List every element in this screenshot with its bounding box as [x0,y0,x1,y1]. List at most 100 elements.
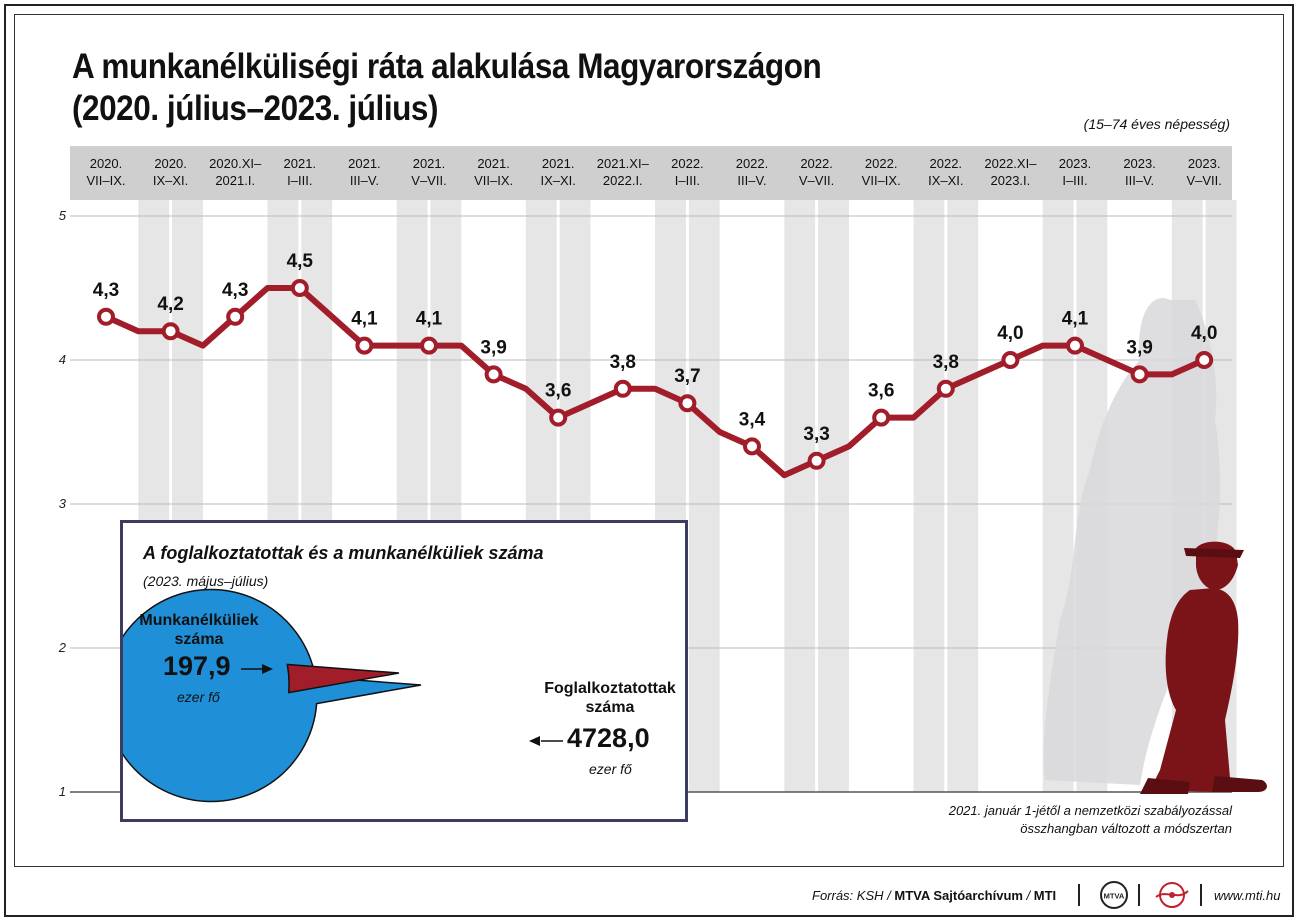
x-tick-label-line-1: 2022. [671,156,704,171]
employed-label-line-1: Foglalkoztatottak [544,680,676,697]
x-tick-label-line-2: I–III. [1062,173,1087,188]
data-point [1001,351,1020,369]
pie-chart [123,588,563,803]
unemployed-value: 197,9 [163,651,231,681]
footer-divider [1138,884,1140,906]
data-point [613,379,632,398]
series-line [103,285,1208,479]
x-tick-label: 2021. I–III. [284,156,317,188]
data-point [290,279,309,297]
data-label: 3,8 [610,352,636,373]
source-archive: MTVA Sajtóarchívum [894,888,1023,903]
footer-divider [1200,884,1202,906]
data-label: 4,3 [93,280,119,301]
pie-slice-unemployed [286,663,400,694]
source-separator: / [1022,888,1034,903]
x-tick-label: 2022. V–VII. [799,156,834,188]
x-tick-label: 2020.XI– 2021.I. [209,156,262,188]
chart-title-line-2: (2020. július–2023. július) [72,89,439,128]
outer-frame [4,4,1294,917]
x-tick-label-line-2: I–III. [675,173,700,188]
x-tick-label-line-1: 2022. [930,156,963,171]
employed-unit: ezer fő [589,761,632,777]
x-tick-label-line-2: IX–XI. [928,173,963,188]
mtva-logo-icon: MTVA [1100,881,1128,909]
x-tick-label: 2022. III–V. [736,156,769,188]
data-point [678,394,697,413]
x-tick-label-line-1: 2021. [284,156,317,171]
x-tick-label-line-2: V–VII. [799,173,834,188]
data-label: 3,6 [868,381,894,402]
data-label: 4,5 [287,251,314,272]
x-tick-label: 2021. IX–XI. [540,156,575,188]
x-tick-label: 2023. V–VII. [1186,156,1221,188]
x-tick-label-line-1: 2023. [1059,156,1092,171]
x-tick-label-line-1: 2020. [90,156,123,171]
data-point [484,365,503,384]
data-label: 3,6 [545,381,571,402]
data-point [226,307,245,326]
x-tick-label: 2022.XI– 2023.I. [984,156,1037,188]
data-label: 3,7 [674,366,700,387]
inner-frame [14,14,1284,867]
x-axis-header-band [70,146,1232,200]
employed-label-line-2: száma [585,699,635,716]
x-tick-label: 2021. VII–IX. [474,156,513,188]
data-point [743,437,761,456]
employed-value: 4728,0 [567,723,650,753]
x-tick-label-line-1: 2021. [477,156,510,171]
x-tick-label-line-2: 2023.I. [991,173,1031,188]
y-tick-label: 4 [59,352,66,367]
x-tick-label: 2021. III–V. [348,156,381,188]
x-tick-label-line-2: III–V. [350,173,379,188]
y-tick-label: 3 [59,496,67,511]
x-tick-label-line-1: 2021. [413,156,446,171]
data-point [549,408,568,427]
figure-shoe [1140,778,1190,794]
data-point [97,307,115,326]
data-point [1066,336,1084,355]
x-tick-label-line-2: V–VII. [1186,173,1221,188]
x-tick-label-line-1: 2022. [800,156,833,171]
arrow-head-icon [529,736,540,746]
silhouette-figure-icon [1043,298,1267,794]
figure-body [1150,588,1239,792]
data-point [161,322,180,341]
x-tick-label: 2022. I–III. [671,156,704,188]
data-point [807,451,826,470]
y-tick-label: 5 [59,208,67,223]
unemployed-label-line-2: száma [174,631,224,648]
unemployed-label-line-1: Munkanélküliek [139,612,259,629]
data-label: 4,0 [997,323,1023,344]
mti-logo-icon [1155,882,1189,908]
figure-hat-brim [1184,548,1244,558]
x-tick-label-line-2: III–V. [737,173,766,188]
x-tick-label-line-2: V–VII. [411,173,446,188]
x-tick-label-line-1: 2020.XI– [209,156,262,171]
x-tick-label-line-2: VII–IX. [474,173,513,188]
x-tick-label: 2023. I–III. [1059,156,1092,188]
inset-subtitle: (2023. május–július) [143,573,269,589]
chart-subtitle: (15–74 éves népesség) [1083,116,1230,132]
footer: Forrás: KSH / MTVA Sajtóarchívum / MTI M… [760,880,1286,910]
pie-slice-employed [123,588,422,803]
data-label: 4,1 [351,309,378,330]
x-tick-label-line-2: IX–XI. [540,173,575,188]
source-prefix: Forrás: KSH / [812,888,895,903]
data-point [1195,351,1214,369]
data-point [936,379,955,398]
svg-text:MTVA: MTVA [1104,892,1125,901]
source-credit: Forrás: KSH / MTVA Sajtóarchívum / MTI [812,888,1056,903]
data-label: 3,3 [803,424,829,445]
x-tick-label-line-1: 2023. [1188,156,1221,171]
data-label: 3,4 [739,409,766,430]
methodology-note: 2021. január 1-jétől a nemzetközi szabál… [910,802,1232,838]
inset-pie-panel: A foglalkoztatottak és a munkanélküliek … [120,520,688,822]
x-tick-label-line-2: III–V. [1125,173,1154,188]
data-label: 4,2 [157,294,183,315]
data-label: 3,9 [480,337,506,358]
x-tick-label-line-2: 2022.I. [603,173,643,188]
source-agency: MTI [1033,888,1057,903]
x-tick-label-line-2: I–III. [287,173,312,188]
x-tick-label-line-1: 2021. [542,156,575,171]
